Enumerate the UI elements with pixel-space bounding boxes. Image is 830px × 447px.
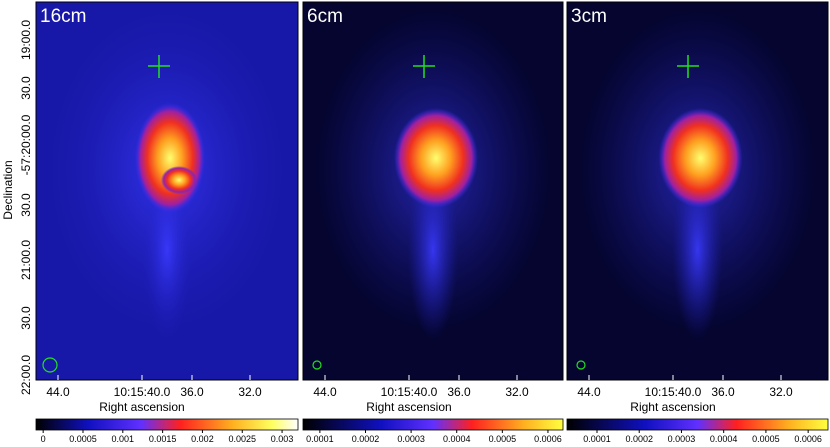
colorbar-tick-label: 0.0006 [534,434,562,444]
source-blob [394,108,478,208]
colorbar-tick-label: 0.0015 [149,434,177,444]
x-tick-label: 36.0 [180,385,204,399]
panel: 6cm 44.0 10:15:40.0 36.0 32.0 Right ascension… [302,1,564,444]
beam-marker [576,360,586,370]
colorbar-tick-label: 0.001 [112,434,135,444]
beam-marker [312,360,322,370]
x-tick-label: 32.0 [505,385,529,399]
y-tick-label: 30.0 [19,306,33,330]
colorbar [566,418,829,431]
colorbar-tick-label: 0.0002 [625,434,653,444]
panel-label: 3cm [571,6,607,27]
colorbar-tick-label: 0.0001 [583,434,611,444]
x-tick-label: 44.0 [46,385,70,399]
source-blob [135,103,205,213]
x-tick-label: 32.0 [238,385,262,399]
source-blob [658,108,743,208]
colorbar-tick-label: 0.002 [191,434,214,444]
x-tick-label: 10:15:40.0 [381,385,438,399]
panel-label: 16cm [40,6,86,27]
colorbar-tick-label: 0.0001 [306,434,334,444]
colorbar-tick-label: 0.0004 [443,434,471,444]
x-axis-label: Right ascension [366,400,451,414]
colorbar-tick-label: 0.0006 [794,434,822,444]
x-tick-label: 44.0 [577,385,601,399]
panel-frame [35,1,299,381]
x-tick-label: 10:15:40.0 [114,385,171,399]
colorbar [35,418,299,431]
hot-spot [161,166,197,194]
x-tick-label: 36.0 [711,385,735,399]
y-tick-label: 19:00.0 [19,20,33,60]
colorbar-tick-label: 0.0005 [69,434,97,444]
panel: 16cm 44.0 10:15:40.0 36.0 32.0 Right ascensio… [35,1,299,444]
x-tick-label: 36.0 [447,385,471,399]
x-axis-label: Right ascension [630,400,715,414]
colorbar-tick-label: 0.0004 [710,434,738,444]
colorbar-tick-label: 0.003 [271,434,294,444]
x-tick-label: 32.0 [769,385,793,399]
colorbar-tick-label: 0.0005 [752,434,780,444]
colorbar-tick-label: 0 [41,434,46,444]
colorbar-tick-label: 0.0005 [489,434,517,444]
x-tick-label: 10:15:40.0 [645,385,702,399]
panel: 3cm 44.0 10:15:40.0 36.0 32.0 Right ascension… [566,1,829,444]
x-tick-label: 44.0 [313,385,337,399]
colorbar-tick-label: 0.0025 [228,434,256,444]
colorbar [302,418,564,431]
y-tick-label: -57:20:00.0 [19,114,33,175]
y-tick-label: 21:00.0 [19,240,33,280]
colorbar-tick-label: 0.0003 [397,434,425,444]
y-tick-label: 30.0 [19,76,33,100]
panel-label: 6cm [307,6,343,27]
beam-marker [42,357,58,373]
colorbar-tick-label: 0.0002 [352,434,380,444]
y-tick-label: 22:00.0 [19,355,33,395]
colorbar-tick-label: 0.0003 [668,434,696,444]
panel-frame [302,1,564,381]
panel-frame [566,1,829,381]
x-axis-label: Right ascension [99,400,184,414]
y-axis-label: Declination [1,160,15,219]
y-tick-label: 30.0 [19,193,33,217]
